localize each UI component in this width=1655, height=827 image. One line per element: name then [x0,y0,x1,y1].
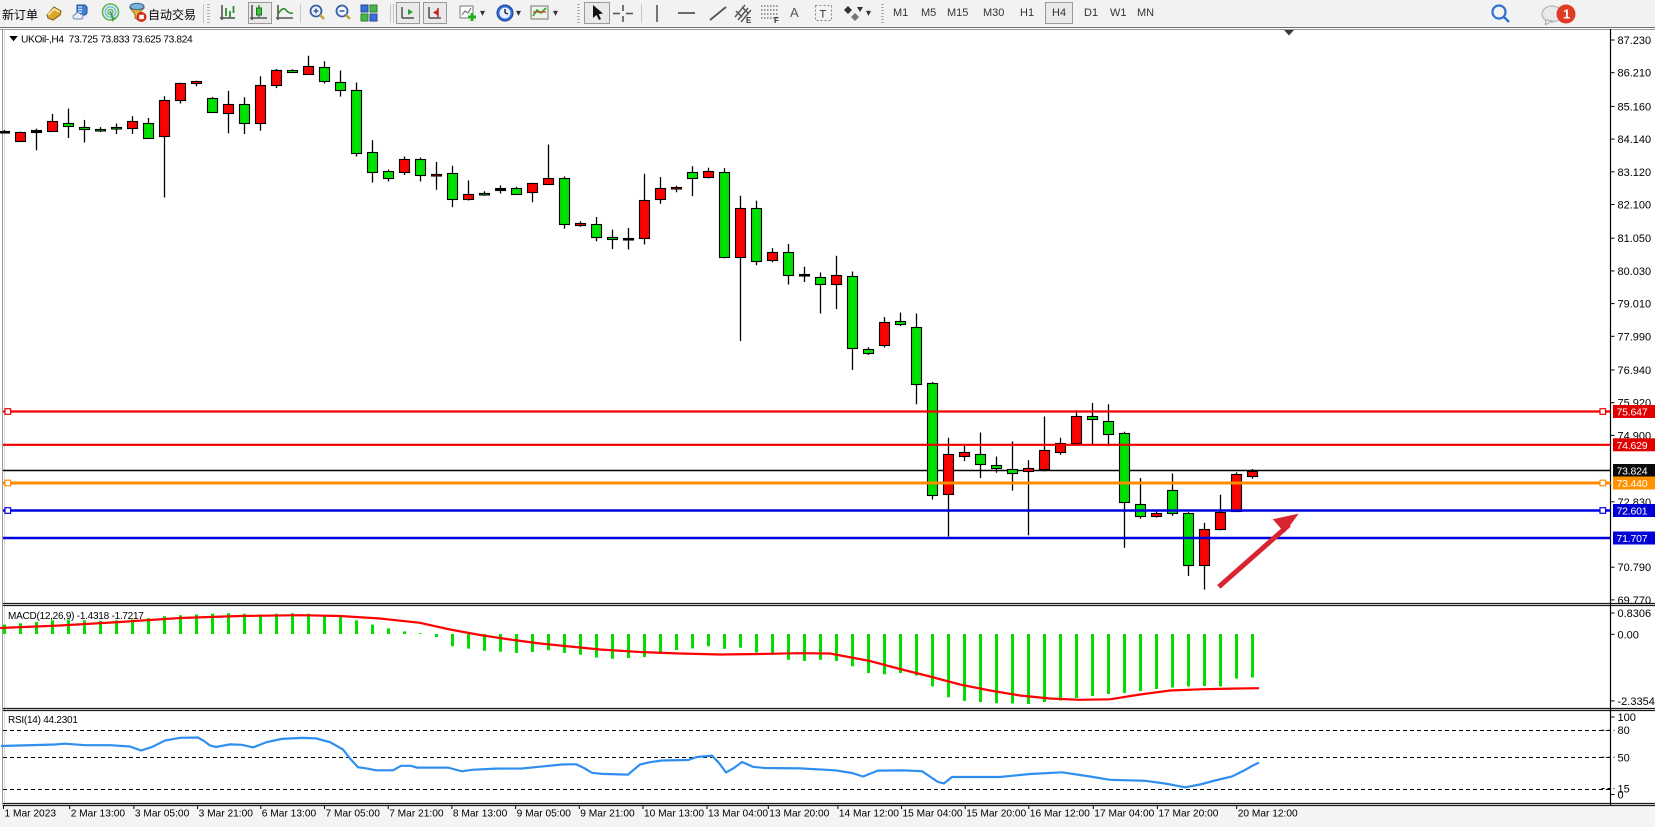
svg-text:17 Mar 20:00: 17 Mar 20:00 [1158,809,1218,820]
svg-text:8 Mar 13:00: 8 Mar 13:00 [453,809,508,820]
svg-text:74.629: 74.629 [1617,440,1648,452]
svg-text:E: E [746,16,752,24]
svg-text:85.160: 85.160 [1618,101,1652,113]
svg-text:7 Mar 05:00: 7 Mar 05:00 [326,809,381,820]
svg-text:15 Mar 20:00: 15 Mar 20:00 [966,809,1026,820]
svg-text:0.8306: 0.8306 [1618,608,1652,620]
svg-text:UKOil-,H4 73.725 73.833 73.62: UKOil-,H4 73.725 73.833 73.625 73.824 [21,35,193,46]
svg-text:50: 50 [1618,752,1630,764]
svg-text:3 Mar 21:00: 3 Mar 21:00 [199,809,254,820]
svg-text:20 Mar 12:00: 20 Mar 12:00 [1238,809,1298,820]
svg-text:71.707: 71.707 [1617,533,1648,545]
svg-text:73.824: 73.824 [1617,466,1648,478]
svg-text:RSI(14) 44.2301: RSI(14) 44.2301 [8,715,78,726]
svg-text:82.100: 82.100 [1618,200,1652,212]
svg-text:9 Mar 21:00: 9 Mar 21:00 [580,809,635,820]
svg-text:3 Mar 05:00: 3 Mar 05:00 [135,809,190,820]
svg-text:9 Mar 05:00: 9 Mar 05:00 [517,809,572,820]
svg-text:T: T [820,9,827,21]
svg-text:75.647: 75.647 [1617,407,1648,419]
svg-text:14 Mar 12:00: 14 Mar 12:00 [839,809,899,820]
svg-text:87.230: 87.230 [1618,35,1652,47]
svg-text:76.940: 76.940 [1618,365,1652,377]
svg-text:80: 80 [1618,725,1630,737]
svg-text:86.210: 86.210 [1618,68,1652,80]
svg-text:6 Mar 13:00: 6 Mar 13:00 [262,809,317,820]
svg-text:73.440: 73.440 [1617,478,1648,490]
svg-text:0: 0 [1618,790,1624,802]
svg-text:80.030: 80.030 [1618,266,1652,278]
svg-text:69.770: 69.770 [1618,595,1652,607]
svg-text:17 Mar 04:00: 17 Mar 04:00 [1094,809,1154,820]
svg-text:1 Mar 2023: 1 Mar 2023 [5,809,57,820]
svg-text:16 Mar 12:00: 16 Mar 12:00 [1030,809,1090,820]
svg-text:83.120: 83.120 [1618,167,1652,179]
svg-text:81.050: 81.050 [1618,233,1652,245]
svg-text:77.990: 77.990 [1618,331,1652,343]
svg-text:15 Mar 04:00: 15 Mar 04:00 [903,809,963,820]
svg-text:79.010: 79.010 [1618,299,1652,311]
svg-text:13 Mar 20:00: 13 Mar 20:00 [769,809,829,820]
svg-text:100: 100 [1618,712,1636,724]
svg-text:2 Mar 13:00: 2 Mar 13:00 [71,809,126,820]
svg-text:10 Mar 13:00: 10 Mar 13:00 [644,809,704,820]
svg-text:1: 1 [1563,7,1570,22]
svg-text:72.601: 72.601 [1617,506,1648,518]
svg-text:F: F [774,16,779,24]
svg-text:15: 15 [1618,784,1630,796]
svg-text:-2.3354: -2.3354 [1618,696,1655,708]
svg-text:70.790: 70.790 [1618,562,1652,574]
svg-text:7 Mar 21:00: 7 Mar 21:00 [389,809,444,820]
svg-text:84.140: 84.140 [1618,134,1652,146]
svg-text:13 Mar 04:00: 13 Mar 04:00 [708,809,768,820]
svg-text:MACD(12,26,9) -1.4318 -1.7217: MACD(12,26,9) -1.4318 -1.7217 [8,611,144,622]
svg-text:0.00: 0.00 [1618,629,1639,641]
